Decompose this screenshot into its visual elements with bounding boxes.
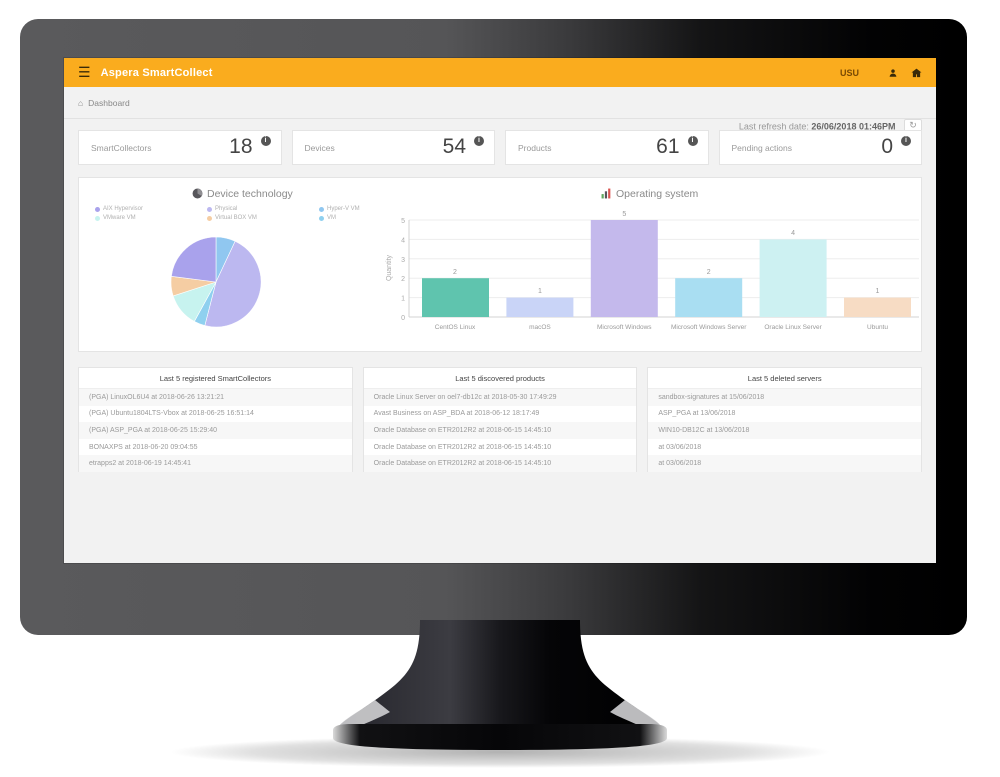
svg-text:4: 4: [401, 237, 405, 244]
svg-text:1: 1: [401, 296, 405, 303]
svg-text:5: 5: [622, 211, 626, 218]
svg-text:1: 1: [538, 288, 542, 295]
svg-text:Microsoft Windows: Microsoft Windows: [597, 324, 652, 331]
svg-text:1: 1: [876, 288, 880, 295]
svg-text:2: 2: [401, 276, 405, 283]
svg-text:Ubuntu: Ubuntu: [867, 324, 888, 331]
svg-text:5: 5: [401, 218, 405, 225]
svg-text:2: 2: [707, 269, 711, 276]
svg-text:Microsoft Windows Server: Microsoft Windows Server: [671, 324, 747, 331]
svg-text:macOS: macOS: [529, 324, 551, 331]
svg-text:4: 4: [791, 230, 795, 237]
svg-text:CentOS Linux: CentOS Linux: [435, 324, 476, 331]
svg-text:Quantity: Quantity: [386, 254, 393, 281]
svg-text:3: 3: [401, 257, 405, 264]
svg-text:2: 2: [453, 269, 457, 276]
svg-text:0: 0: [401, 315, 405, 322]
svg-text:Oracle Linux Server: Oracle Linux Server: [764, 324, 822, 331]
